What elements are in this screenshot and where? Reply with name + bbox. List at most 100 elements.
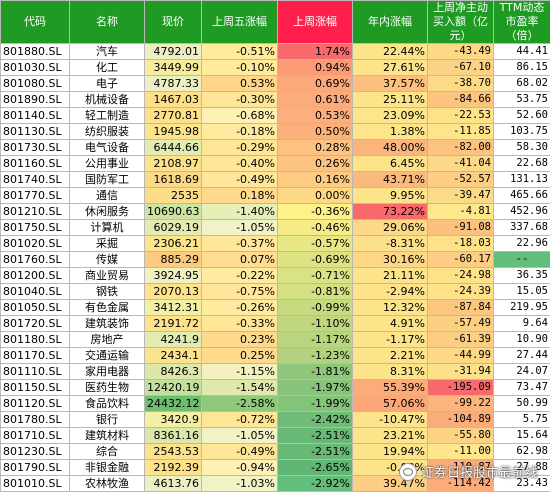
col-friday-change-header[interactable]: 上周五涨幅 [202, 1, 278, 44]
cell-name: 机械设备 [70, 92, 145, 108]
cell-ytd-change: 6.45% [353, 156, 428, 172]
cell-pe: 36.35 [494, 268, 550, 284]
col-pe-header[interactable]: TTM动态市盈率（倍） [494, 1, 550, 44]
cell-name: 综合 [70, 444, 145, 460]
cell-name: 纺织服装 [70, 124, 145, 140]
cell-ytd-change: 23.21% [353, 428, 428, 444]
cell-ytd-change: 57.06% [353, 396, 428, 412]
cell-week-change: -1.97% [278, 380, 353, 396]
cell-name: 公用事业 [70, 156, 145, 172]
cell-net-buy: -11.85 [428, 124, 494, 140]
cell-price: 2306.21 [145, 236, 202, 252]
col-name-header[interactable]: 名称 [70, 1, 145, 44]
col-price-header[interactable]: 现价 [145, 1, 202, 44]
cell-net-buy: -24.98 [428, 268, 494, 284]
cell-ytd-change: 9.95% [353, 188, 428, 204]
cell-ytd-change: 55.39% [353, 380, 428, 396]
cell-friday-change: -0.10% [202, 60, 278, 76]
cell-pe: 15.64 [494, 428, 550, 444]
cell-net-buy: -82.00 [428, 140, 494, 156]
cell-friday-change: 0.53% [202, 76, 278, 92]
cell-price: 2192.39 [145, 460, 202, 476]
cell-ytd-change: 12.32% [353, 300, 428, 316]
cell-friday-change: -0.37% [202, 236, 278, 252]
cell-net-buy: -87.84 [428, 300, 494, 316]
cell-week-change: -2.51% [278, 428, 353, 444]
cell-pe: 50.99 [494, 396, 550, 412]
cell-price: 1467.03 [145, 92, 202, 108]
cell-week-change: -0.71% [278, 268, 353, 284]
cell-pe: 44.41 [494, 44, 550, 60]
cell-name: 建筑装饰 [70, 316, 145, 332]
cell-pe: 219.95 [494, 300, 550, 316]
cell-name: 房地产 [70, 332, 145, 348]
col-ytd-change-header[interactable]: 年内涨幅 [353, 1, 428, 44]
cell-price: 12420.19 [145, 380, 202, 396]
cell-pe: 53.75 [494, 92, 550, 108]
cell-week-change: 1.74% [278, 44, 353, 60]
cell-week-change: 0.00% [278, 188, 353, 204]
cell-code: 801080.SL [1, 76, 70, 92]
cell-friday-change: -1.54% [202, 380, 278, 396]
cell-friday-change: -0.75% [202, 284, 278, 300]
cell-price: 4241.9 [145, 332, 202, 348]
cell-price: 8426.3 [145, 364, 202, 380]
cell-net-buy: -195.09 [428, 380, 494, 396]
cell-code: 801160.SL [1, 156, 70, 172]
cell-ytd-change: 21.11% [353, 268, 428, 284]
cell-pe: 465.66 [494, 188, 550, 204]
col-week-change-header[interactable]: 上周涨幅 [278, 1, 353, 44]
cell-code: 801040.SL [1, 284, 70, 300]
cell-friday-change: -0.72% [202, 412, 278, 428]
cell-name: 休闲服务 [70, 204, 145, 220]
col-code-header[interactable]: 代码 [1, 1, 70, 44]
cell-net-buy: -38.70 [428, 76, 494, 92]
cell-friday-change: -1.05% [202, 428, 278, 444]
cell-friday-change: -1.05% [202, 220, 278, 236]
cell-net-buy: -104.89 [428, 412, 494, 428]
cell-code: 801030.SL [1, 60, 70, 76]
cell-friday-change: -0.22% [202, 268, 278, 284]
cell-name: 采掘 [70, 236, 145, 252]
cell-name: 食品饮料 [70, 396, 145, 412]
cell-price: 2535 [145, 188, 202, 204]
cell-pe: -- [494, 252, 550, 268]
cell-price: 2191.72 [145, 316, 202, 332]
col-net-buy-header[interactable]: 上周净主动买入额（亿元） [428, 1, 494, 44]
cell-pe: 22.68 [494, 156, 550, 172]
cell-ytd-change: -10.47% [353, 412, 428, 428]
cell-net-buy: -84.66 [428, 92, 494, 108]
cell-name: 国防军工 [70, 172, 145, 188]
cell-code: 801890.SL [1, 92, 70, 108]
cell-pe: 103.75 [494, 124, 550, 140]
cell-code: 801010.SL [1, 476, 70, 492]
cell-week-change: -0.57% [278, 236, 353, 252]
